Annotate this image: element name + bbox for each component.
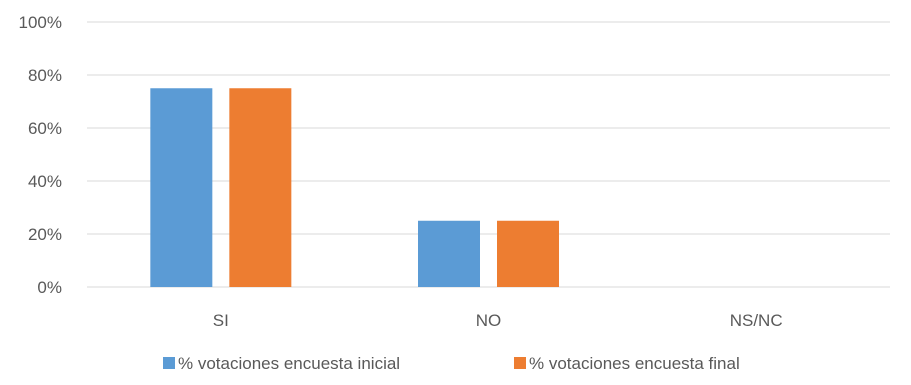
- bar-final-no: [497, 220, 559, 287]
- legend: % votaciones encuesta inicial % votacione…: [163, 354, 740, 373]
- bars: [150, 88, 559, 287]
- bar-initial-si: [150, 88, 213, 287]
- x-category-label: NO: [476, 311, 502, 330]
- bar-final-si: [229, 88, 292, 287]
- legend-swatch: [163, 357, 175, 369]
- bar-initial-no: [418, 220, 480, 287]
- x-category-label: SI: [213, 311, 229, 330]
- legend-label: % votaciones encuesta final: [529, 354, 740, 373]
- y-tick-label: 20%: [28, 225, 62, 244]
- y-axis-ticks: 0% 20% 40% 60% 80% 100%: [19, 13, 62, 297]
- y-tick-label: 40%: [28, 172, 62, 191]
- gridlines: [87, 21, 890, 288]
- legend-swatch: [514, 357, 526, 369]
- y-tick-label: 80%: [28, 66, 62, 85]
- y-tick-label: 0%: [37, 278, 62, 297]
- x-category-label: NS/NC: [730, 311, 783, 330]
- y-tick-label: 100%: [19, 13, 62, 32]
- x-axis-categories: SI NO NS/NC: [213, 311, 783, 330]
- legend-label: % votaciones encuesta inicial: [178, 354, 400, 373]
- y-tick-label: 60%: [28, 119, 62, 138]
